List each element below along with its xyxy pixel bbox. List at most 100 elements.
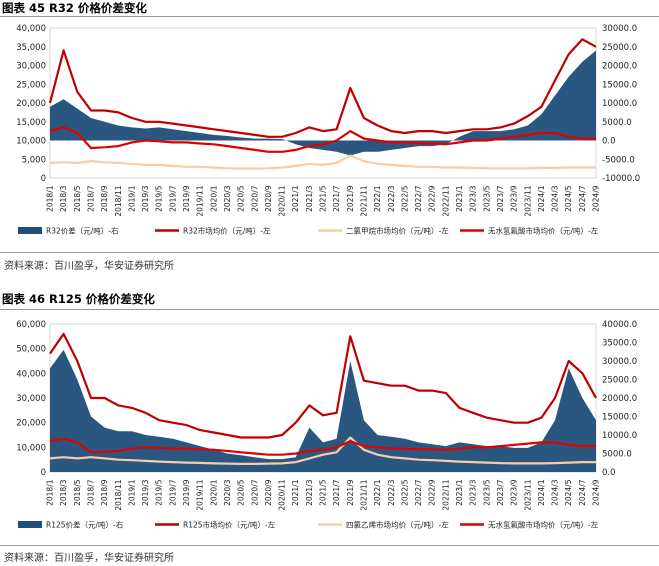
x-tick-label: 2021/1 bbox=[291, 185, 300, 212]
left-axis-tick-label: 15,000 bbox=[16, 118, 46, 128]
series-area-0 bbox=[50, 50, 596, 156]
x-tick-label: 2022/11 bbox=[441, 479, 450, 510]
x-tick-label: 2023/9 bbox=[510, 185, 519, 212]
x-tick-label: 2019/5 bbox=[155, 479, 164, 506]
x-tick-label: 2018/5 bbox=[73, 479, 82, 506]
series-line-3 bbox=[49, 126, 596, 153]
left-axis-tick-label: 25,000 bbox=[16, 80, 46, 90]
x-tick-label: 2019/7 bbox=[168, 479, 177, 506]
legend-label: R32市场均价（元/吨）-左 bbox=[183, 226, 271, 236]
chart45-source: 资料来源：百川盈孚，华安证券研究所 bbox=[4, 261, 174, 272]
x-tick-label: 2023/3 bbox=[469, 185, 478, 212]
x-tick-label: 2020/9 bbox=[264, 185, 273, 212]
x-tick-label: 2020/3 bbox=[223, 479, 232, 506]
x-tick-label: 2021/11 bbox=[359, 479, 368, 510]
x-tick-label: 2018/9 bbox=[100, 479, 109, 506]
x-tick-label: 2020/5 bbox=[237, 185, 246, 212]
plot-frame bbox=[49, 27, 597, 179]
legend-label: R32价差（元/吨）-右 bbox=[46, 226, 119, 236]
left-axis-tick-label: 10,000 bbox=[16, 443, 46, 453]
x-tick-label: 2019/9 bbox=[182, 185, 191, 212]
x-tick-label: 2021/9 bbox=[346, 185, 355, 212]
x-tick-label: 2023/11 bbox=[523, 479, 532, 510]
right-axis-tick-label: 0.0 bbox=[602, 468, 616, 478]
x-tick-label: 2023/11 bbox=[523, 185, 532, 216]
x-tick-label: 2019/1 bbox=[127, 479, 136, 506]
x-tick-label: 2022/11 bbox=[441, 185, 450, 216]
x-tick-label: 2023/5 bbox=[482, 185, 491, 212]
left-axis-tick-label: 30,000 bbox=[16, 62, 46, 72]
series-line-2 bbox=[49, 436, 596, 465]
x-tick-label: 2021/5 bbox=[319, 479, 328, 506]
chart46-title: 图表 46 R125 价格价差变化 bbox=[2, 292, 155, 306]
x-tick-label: 2023/7 bbox=[496, 185, 505, 212]
right-axis-tick-label: 0.0 bbox=[602, 137, 616, 147]
x-tick-label: 2022/5 bbox=[400, 185, 409, 212]
x-tick-label: 2022/1 bbox=[373, 479, 382, 506]
x-tick-label: 2020/7 bbox=[250, 479, 259, 506]
legend-label: R125价差（元/吨）-右 bbox=[46, 520, 124, 530]
x-tick-label: 2020/11 bbox=[278, 185, 287, 216]
chart46-svg: 0 10,000 20,000 30,000 40,000 50,000 60,000 0.0… bbox=[16, 320, 637, 530]
x-tick-label: 2024/5 bbox=[564, 185, 573, 212]
chart45-svg: 0 5,000 10,000 15,000 20,000 25,000 30,000 35,0… bbox=[16, 24, 640, 236]
right-axis-tick-label: 5000.0 bbox=[602, 450, 632, 460]
x-tick-label: 2018/1 bbox=[46, 185, 55, 212]
x-tick-label: 2019/5 bbox=[155, 185, 164, 212]
legend-swatch-area bbox=[18, 521, 42, 528]
x-tick-label: 2018/11 bbox=[114, 479, 123, 510]
x-tick-label: 2018/5 bbox=[73, 185, 82, 212]
x-tick-label: 2024/9 bbox=[592, 185, 601, 212]
right-axis-tick-label: 15000.0 bbox=[602, 413, 637, 423]
x-tick-label: 2024/7 bbox=[578, 479, 587, 506]
left-axis-tick-label: 0 bbox=[41, 468, 46, 478]
legend-label: R125市场均价（元/吨）-左 bbox=[183, 520, 276, 530]
left-axis-tick-label: 0 bbox=[41, 174, 46, 184]
right-axis-tick-label: 25000.0 bbox=[602, 43, 637, 53]
chart46-source-rule bbox=[0, 545, 659, 546]
x-tick-label: 2021/11 bbox=[359, 185, 368, 216]
right-axis-tick-label: -10000.0 bbox=[602, 174, 640, 184]
x-tick-label: 2023/9 bbox=[510, 479, 519, 506]
x-tick-label: 2024/3 bbox=[551, 185, 560, 212]
x-tick-label: 2021/9 bbox=[346, 479, 355, 506]
x-tick-label: 2024/9 bbox=[592, 479, 601, 506]
legend-label: 无水氢氟酸市场均价（元/吨）-左 bbox=[488, 520, 599, 530]
x-tick-label: 2024/5 bbox=[564, 479, 573, 506]
right-axis-tick-label: 30000.0 bbox=[602, 24, 637, 34]
legend-label: 无水氢氟酸市场均价（元/吨）-左 bbox=[488, 226, 599, 236]
left-axis-tick-label: 10,000 bbox=[16, 137, 46, 147]
x-tick-label: 2018/1 bbox=[46, 479, 55, 506]
x-tick-label: 2019/11 bbox=[196, 479, 205, 510]
right-axis-tick-label: 5000.0 bbox=[602, 118, 632, 128]
chart46-source: 资料来源：百川盈孚，华安证券研究所 bbox=[4, 553, 174, 564]
x-tick-label: 2018/11 bbox=[114, 185, 123, 216]
left-axis-tick-label: 35,000 bbox=[16, 43, 46, 53]
chart45-title-rule bbox=[0, 16, 659, 17]
x-tick-label: 2020/9 bbox=[264, 479, 273, 506]
series-line-1 bbox=[48, 38, 597, 138]
left-axis-tick-label: 50,000 bbox=[16, 345, 46, 355]
x-tick-label: 2022/3 bbox=[387, 479, 396, 506]
series-area-0 bbox=[50, 349, 596, 472]
series-line-3 bbox=[49, 437, 596, 456]
x-tick-label: 2024/3 bbox=[551, 479, 560, 506]
right-axis-tick-label: -5000.0 bbox=[602, 155, 635, 165]
x-tick-label: 2021/3 bbox=[305, 185, 314, 212]
x-tick-label: 2023/1 bbox=[455, 185, 464, 212]
left-axis-tick-label: 5,000 bbox=[22, 155, 46, 165]
x-tick-label: 2022/9 bbox=[428, 185, 437, 212]
left-axis-tick-label: 20,000 bbox=[16, 99, 46, 109]
left-axis-tick-label: 40,000 bbox=[16, 369, 46, 379]
legend-label: 二氯甲烷市场均价（元/吨）-左 bbox=[346, 226, 449, 236]
right-axis-tick-label: 40000.0 bbox=[602, 320, 637, 330]
right-axis-tick-label: 20000.0 bbox=[602, 394, 637, 404]
x-tick-label: 2024/1 bbox=[537, 479, 546, 506]
x-tick-label: 2020/11 bbox=[278, 479, 287, 510]
x-tick-label: 2019/9 bbox=[182, 479, 191, 506]
series-line-2 bbox=[49, 154, 596, 170]
right-axis-tick-label: 10000.0 bbox=[602, 431, 637, 441]
x-tick-label: 2022/7 bbox=[414, 479, 423, 506]
right-axis-tick-label: 15000.0 bbox=[602, 80, 637, 90]
x-tick-label: 2020/5 bbox=[237, 479, 246, 506]
